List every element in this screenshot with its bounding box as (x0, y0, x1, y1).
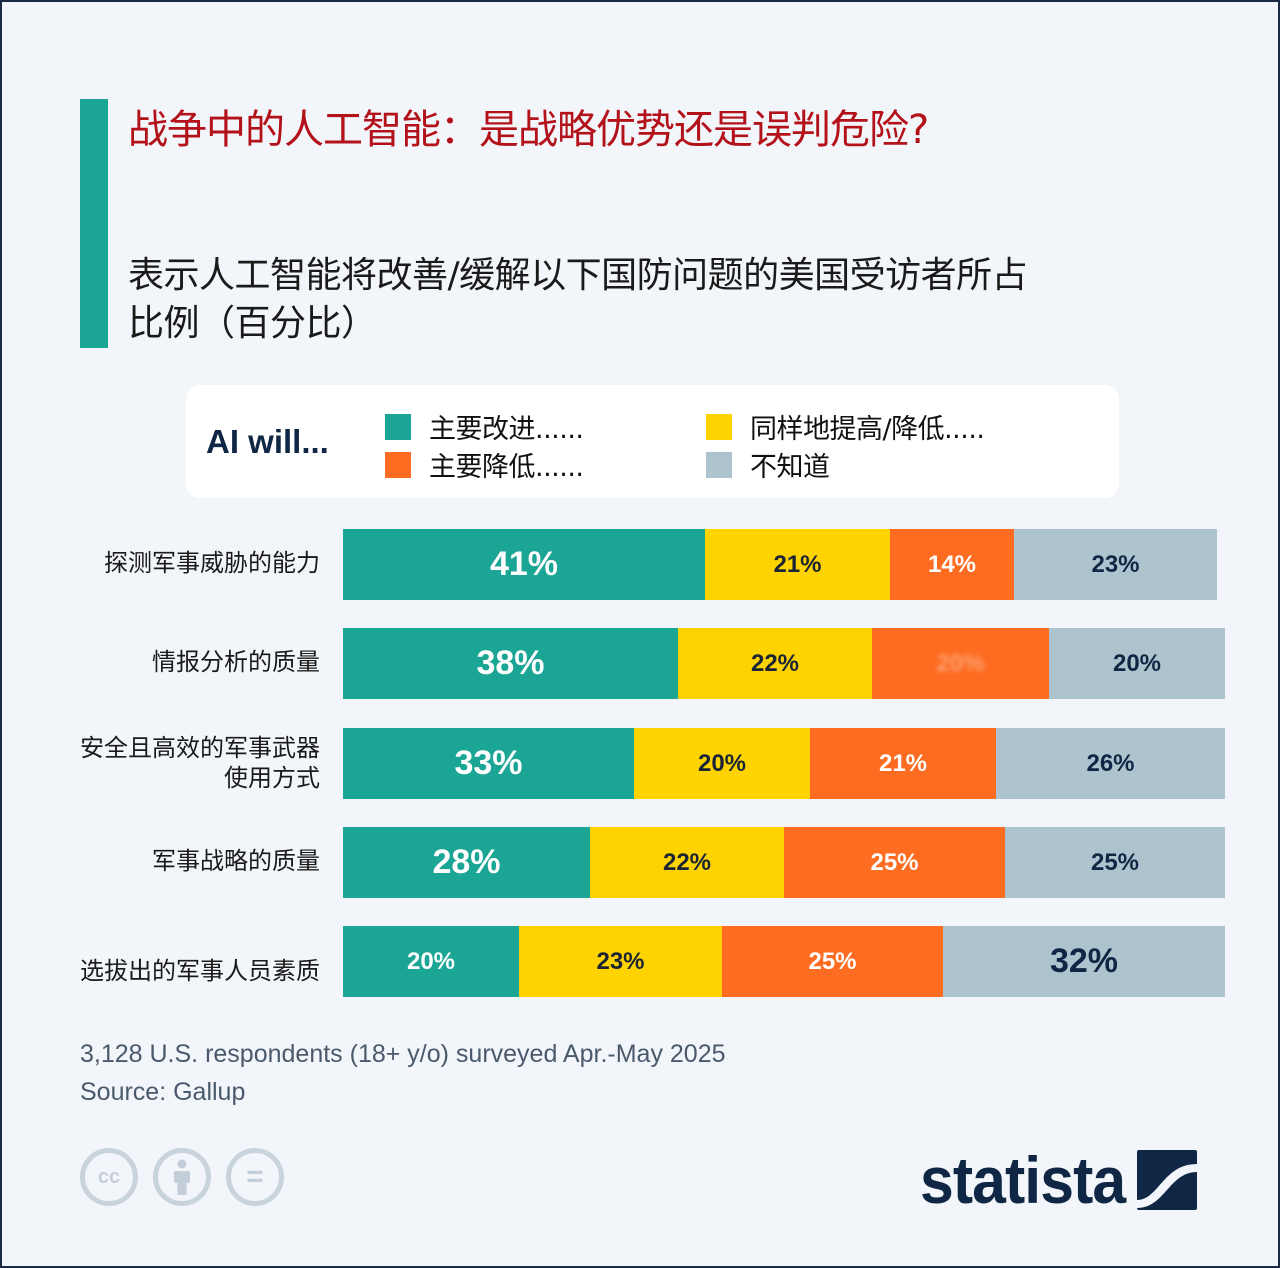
legend: AI will... 主要改进...... 主要降低...... 同样地提高/降… (186, 385, 1119, 498)
legend-item-major-improve: 主要改进...... (385, 407, 584, 446)
legend-label: 不知道 (750, 452, 830, 483)
chart-title: 战争中的人工智能：是战略优势还是误判危险? (128, 107, 929, 153)
row-label-4: 军事战略的质量 (152, 847, 320, 875)
bar-row-1: 41% 21% 14% 23% (343, 529, 1217, 600)
person-icon (174, 1159, 190, 1195)
blurred-value: 20% (936, 649, 985, 677)
cc-icon[interactable]: cc (80, 1148, 138, 1206)
row-label-3-line-1: 安全且高效的军事武器 (80, 734, 320, 762)
segment-major-reduce: 21% (810, 728, 996, 799)
license-icons: cc = (80, 1148, 284, 1206)
logo-text: statista (920, 1143, 1126, 1217)
swatch-orange-icon (385, 451, 411, 478)
segment-dont-know: 20% (1049, 628, 1225, 699)
legend-label: 同样地提高/降低..... (750, 414, 985, 445)
legend-label: 主要改进...... (429, 414, 584, 445)
segment-equally: 20% (634, 728, 810, 799)
no-derivatives-icon[interactable]: = (226, 1148, 284, 1206)
segment-dont-know: 25% (1005, 827, 1225, 898)
segment-equally: 22% (590, 827, 784, 898)
survey-note: 3,128 U.S. respondents (18+ y/o) surveye… (80, 1040, 726, 1068)
segment-major-reduce: 25% (784, 827, 1005, 898)
row-label-3: 安全且高效的军事武器 使用方式 (80, 733, 320, 793)
segment-dont-know: 32% (943, 926, 1225, 997)
legend-label: 主要降低...... (429, 452, 584, 483)
swatch-teal-icon (385, 413, 411, 440)
legend-item-dont-know: 不知道 (706, 445, 830, 484)
segment-dont-know: 26% (996, 728, 1225, 799)
swatch-yellow-icon (706, 413, 732, 440)
segment-equally: 21% (705, 529, 890, 600)
statista-logo[interactable]: statista (920, 1142, 1198, 1218)
bar-row-3: 33% 20% 21% 26% (343, 728, 1225, 799)
segment-equally: 22% (678, 628, 872, 699)
title-accent-bar (80, 99, 108, 348)
legend-item-major-reduce: 主要降低...... (385, 445, 584, 484)
segment-major-reduce: 14% (890, 529, 1014, 600)
row-label-3-line-2: 使用方式 (224, 764, 320, 792)
row-label-5: 选拔出的军事人员素质 (80, 957, 320, 985)
segment-major-improve: 20% (343, 926, 519, 997)
chart-subtitle: 表示人工智能将改善/缓解以下国防问题的美国受访者所占 比例（百分比） (128, 252, 1188, 348)
swatch-gray-icon (706, 451, 732, 478)
row-label-1: 探测军事威胁的能力 (104, 549, 320, 577)
statista-mark-icon (1137, 1150, 1198, 1210)
subtitle-line-2: 比例（百分比） (128, 303, 377, 344)
subtitle-line-1: 表示人工智能将改善/缓解以下国防问题的美国受访者所占 (128, 255, 1028, 296)
attribution-icon[interactable] (153, 1148, 211, 1206)
segment-major-reduce: 25% (722, 926, 943, 997)
segment-equally: 23% (519, 926, 722, 997)
segment-dont-know: 23% (1014, 529, 1217, 600)
bar-row-4: 28% 22% 25% 25% (343, 827, 1225, 898)
bar-row-5: 20% 23% 25% 32% (343, 926, 1225, 997)
legend-lead: AI will... (206, 423, 329, 460)
row-label-2: 情报分析的质量 (152, 648, 320, 676)
source-note: Source: Gallup (80, 1078, 246, 1106)
segment-major-improve: 28% (343, 827, 590, 898)
segment-major-improve: 38% (343, 628, 678, 699)
segment-major-improve: 41% (343, 529, 705, 600)
bar-row-2: 38% 22% 20% 20% (343, 628, 1225, 699)
legend-item-equally: 同样地提高/降低..... (706, 407, 985, 446)
segment-major-improve: 33% (343, 728, 634, 799)
segment-major-reduce: 20% (872, 628, 1049, 699)
